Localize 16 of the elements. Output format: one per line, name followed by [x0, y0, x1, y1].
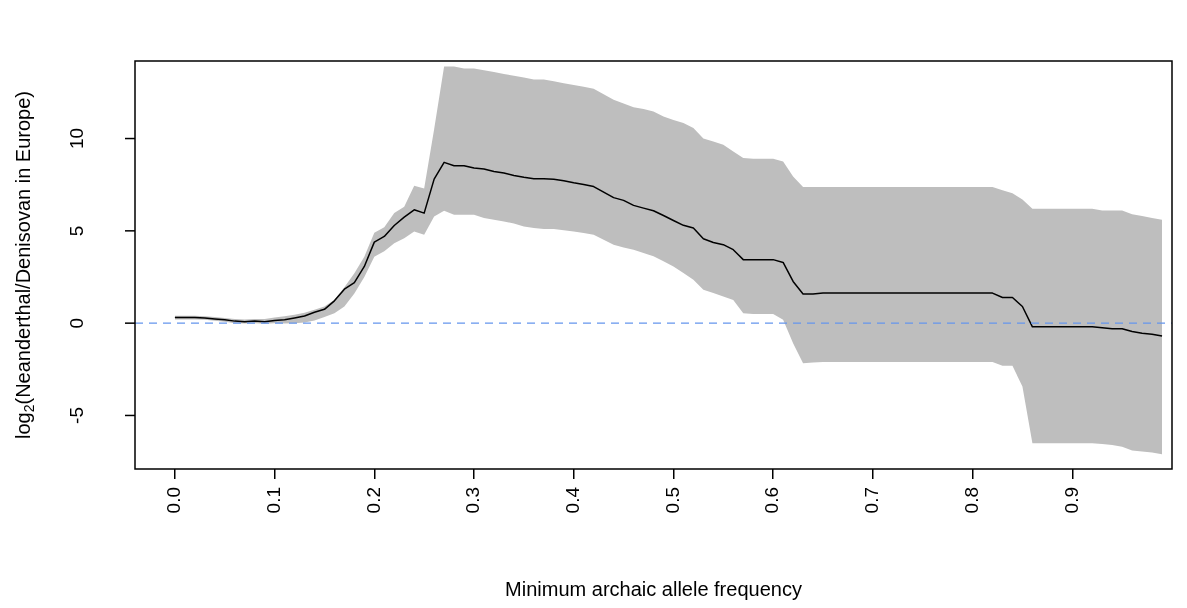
x-tick-label: 0.6 — [761, 487, 783, 514]
x-tick-label: 0.2 — [362, 487, 384, 514]
x-tick-label: 0.4 — [561, 486, 583, 514]
y-tick-label: 10 — [66, 127, 88, 150]
x-tick-label: 0.5 — [661, 487, 683, 514]
x-axis-title: Minimum archaic allele frequency — [505, 577, 802, 600]
x-tick-label: 0.9 — [1060, 487, 1082, 514]
x-tick-label: 0.7 — [861, 487, 883, 514]
x-tick-label: 0.3 — [462, 487, 484, 514]
x-tick-label: 0.0 — [163, 487, 185, 514]
y-tick-label: -5 — [66, 407, 88, 424]
y-axis-title: log2(Neanderthal/Denisovan in Europe) — [11, 91, 37, 439]
x-tick-label: 0.1 — [262, 487, 284, 514]
y-tick-label: 0 — [66, 317, 88, 329]
x-tick-label: 0.8 — [960, 487, 982, 514]
y-tick-label: 5 — [66, 225, 88, 237]
